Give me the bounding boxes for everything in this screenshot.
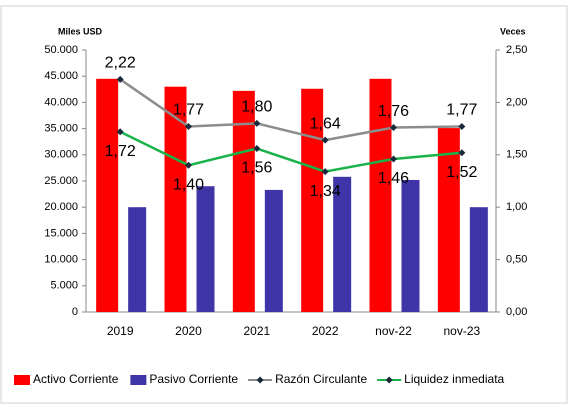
y-tick-label: 5.000 [50, 280, 78, 292]
y2-tick-label: 2,00 [506, 96, 527, 108]
x-tick-label: 2021 [243, 324, 270, 338]
marker [116, 128, 124, 136]
marker [458, 149, 466, 157]
bar [469, 207, 488, 312]
bar [301, 88, 324, 312]
legend-swatch [256, 376, 264, 384]
data-label: 1,64 [310, 115, 341, 132]
data-label: 1,52 [446, 164, 477, 181]
legend-swatch [385, 376, 393, 384]
data-label: 2,22 [105, 55, 136, 72]
legend-label: Razón Circulante [275, 372, 367, 386]
y-tick-label: 35.000 [44, 123, 78, 135]
y2-tick-label: 2,50 [506, 44, 527, 56]
bar [196, 186, 215, 312]
legend-label: Activo Corriente [33, 372, 119, 386]
y-tick-label: 0 [72, 306, 78, 318]
data-label: 1,80 [241, 99, 272, 116]
y-tick-label: 25.000 [44, 175, 78, 187]
marker [185, 123, 192, 131]
bar [401, 179, 420, 312]
y-tick-label: 30.000 [44, 149, 78, 161]
data-label: 1,56 [241, 160, 272, 177]
chart-frame [0, 5, 568, 404]
y-tick-label: 10.000 [44, 254, 78, 266]
data-label: 1,72 [105, 143, 136, 160]
legend-label: Liquidez inmediata [404, 372, 504, 386]
y2-tick-label: 1,50 [506, 149, 527, 161]
x-tick-label: nov-23 [443, 324, 480, 338]
legend-swatch [130, 375, 147, 385]
y-tick-label: 40.000 [44, 96, 78, 108]
bar [128, 207, 147, 312]
data-label: 1,46 [378, 170, 409, 187]
x-tick-label: 2019 [107, 324, 134, 338]
bar [369, 78, 392, 312]
line [119, 130, 462, 173]
marker [116, 75, 124, 83]
y-tick-label: 15.000 [44, 227, 78, 239]
data-label: 1,76 [378, 103, 409, 120]
y-axis-title: Miles USD [58, 26, 103, 36]
marker [321, 136, 329, 144]
y-tick-label: 50.000 [44, 44, 78, 56]
bar [437, 128, 460, 312]
marker [390, 124, 397, 132]
x-tick-label: nov-22 [375, 324, 412, 338]
data-label: 1,77 [173, 102, 204, 119]
data-label: 1,40 [173, 176, 204, 193]
marker [390, 155, 397, 163]
bar [164, 86, 187, 313]
y2-tick-label: 0,00 [506, 306, 527, 318]
legend-swatch [14, 375, 30, 385]
line [119, 78, 462, 142]
y-tick-label: 45.000 [44, 70, 78, 82]
x-tick-label: 2022 [312, 324, 339, 338]
data-label: 1,34 [310, 183, 341, 200]
legend-label: Pasivo Corriente [149, 372, 238, 386]
bar [333, 176, 352, 312]
x-tick-label: 2020 [175, 324, 202, 338]
y2-tick-label: 0,50 [506, 254, 527, 266]
marker [185, 161, 192, 169]
y-tick-label: 20.000 [44, 201, 78, 213]
marker [253, 119, 261, 127]
y2-axis-title: Veces [500, 26, 526, 36]
marker [253, 145, 261, 153]
y2-tick-label: 1,00 [506, 201, 527, 213]
bar [264, 189, 283, 312]
bar [96, 78, 119, 312]
data-label: 1,77 [446, 102, 477, 119]
marker [321, 168, 329, 176]
marker [458, 123, 466, 131]
bar [232, 90, 255, 312]
